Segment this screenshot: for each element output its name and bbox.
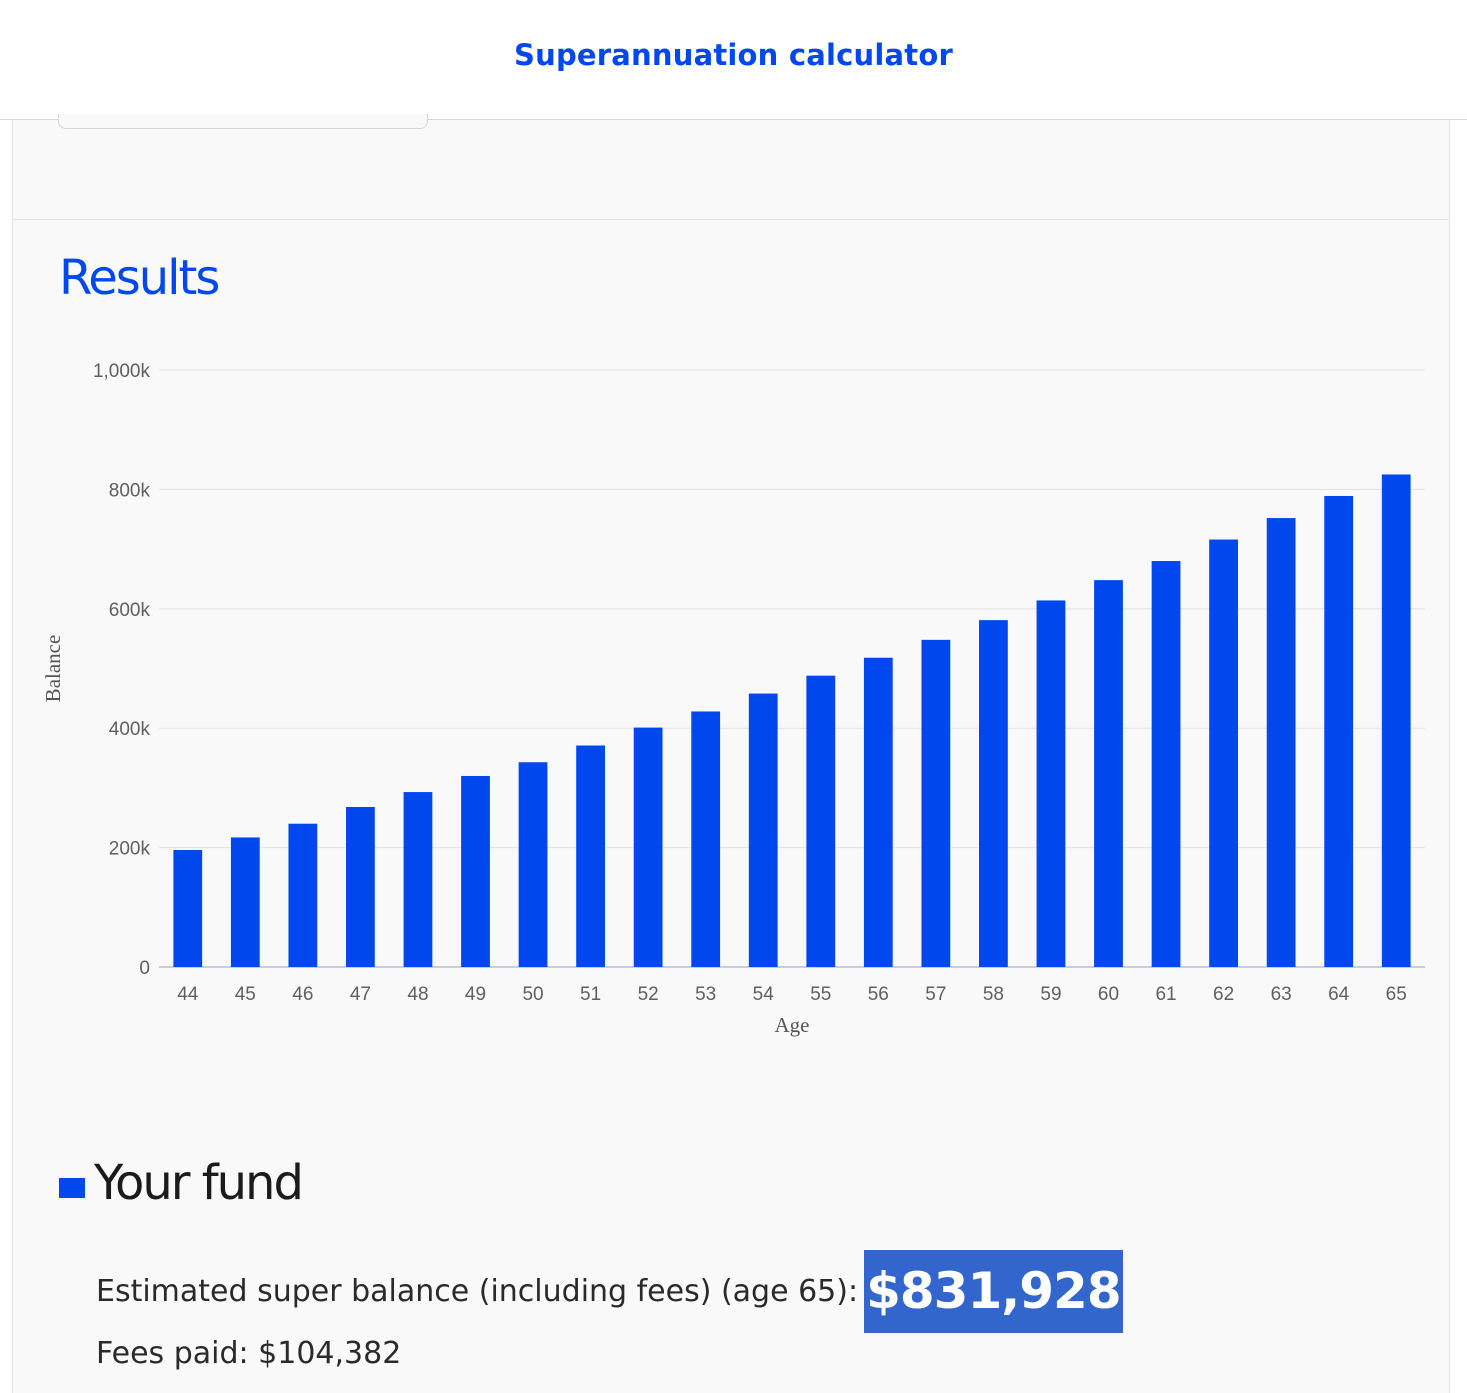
x-tick-label: 57 [925,984,946,1005]
bar [173,849,203,967]
x-tick-label: 52 [638,984,659,1005]
bar [806,675,836,967]
fund-legend: Your fund [59,1155,304,1211]
results-panel: Results 0 200k 400k 600k 800k 1,000k 44 45 46 47 4… [12,114,1450,1393]
bar [576,745,605,967]
x-tick-label: 58 [983,984,1004,1005]
bar [633,727,663,967]
bar [288,823,318,967]
bar [1151,561,1181,967]
bar [230,837,260,967]
x-tick-label: 46 [292,984,313,1005]
bar [691,711,721,967]
x-tick-label: 47 [350,984,371,1005]
x-tick-label: 48 [407,984,428,1005]
x-tick-label: 64 [1328,984,1350,1005]
bar [979,620,1008,967]
estimated-balance-value: $831,928 [864,1250,1123,1333]
x-tick-label: 53 [695,984,716,1005]
bar [1381,474,1411,967]
page-title: Superannuation calculator [514,37,953,72]
bar [1036,600,1066,967]
bar [863,657,893,967]
bar [1324,495,1354,967]
bar [1209,539,1238,967]
x-tick-label: 56 [868,984,889,1005]
x-tick-label: 60 [1098,984,1119,1005]
y-tick-label: 1,000k [93,361,151,382]
bar [518,762,548,967]
x-tick-label: 62 [1213,984,1234,1005]
x-tick-label: 55 [810,984,831,1005]
x-tick-label: 51 [580,984,601,1005]
x-tick-label: 54 [753,984,775,1005]
results-heading: Results [59,250,220,306]
input-field-edge[interactable] [58,114,428,129]
bar [748,693,778,967]
y-tick-label: 0 [139,958,150,979]
bar [1094,580,1123,967]
bar [403,792,433,967]
app-header: Superannuation calculator [0,0,1467,120]
y-axis-title: Balance [41,635,65,703]
y-tick-label: 400k [109,719,151,740]
x-tick-label: 44 [177,984,199,1005]
balance-bar-chart: 0 200k 400k 600k 800k 1,000k 44 45 46 47 48 49 50 51 5… [41,361,1425,1037]
x-tick-label: 45 [235,984,256,1005]
fund-legend-swatch [59,1178,85,1198]
x-axis-title: Age [775,1013,810,1037]
estimated-balance-label: Estimated super balance (including fees)… [96,1274,859,1309]
bar [921,639,951,967]
x-tick-label: 61 [1155,984,1176,1005]
y-tick-label: 600k [109,600,151,621]
x-tick-label: 63 [1271,984,1292,1005]
x-tick-label: 50 [522,984,543,1005]
y-tick-label: 800k [109,480,151,501]
estimated-balance-row: Estimated super balance (including fees)… [96,1250,1123,1333]
bar [1266,518,1296,967]
y-tick-label: 200k [109,839,151,860]
bar [461,775,490,967]
x-tick-label: 65 [1386,984,1407,1005]
bar [346,807,375,967]
section-divider [13,219,1449,220]
fund-title: Your fund [94,1155,304,1211]
fees-paid-text: Fees paid: $104,382 [96,1336,402,1371]
x-tick-label: 59 [1040,984,1061,1005]
x-tick-label: 49 [465,984,486,1005]
